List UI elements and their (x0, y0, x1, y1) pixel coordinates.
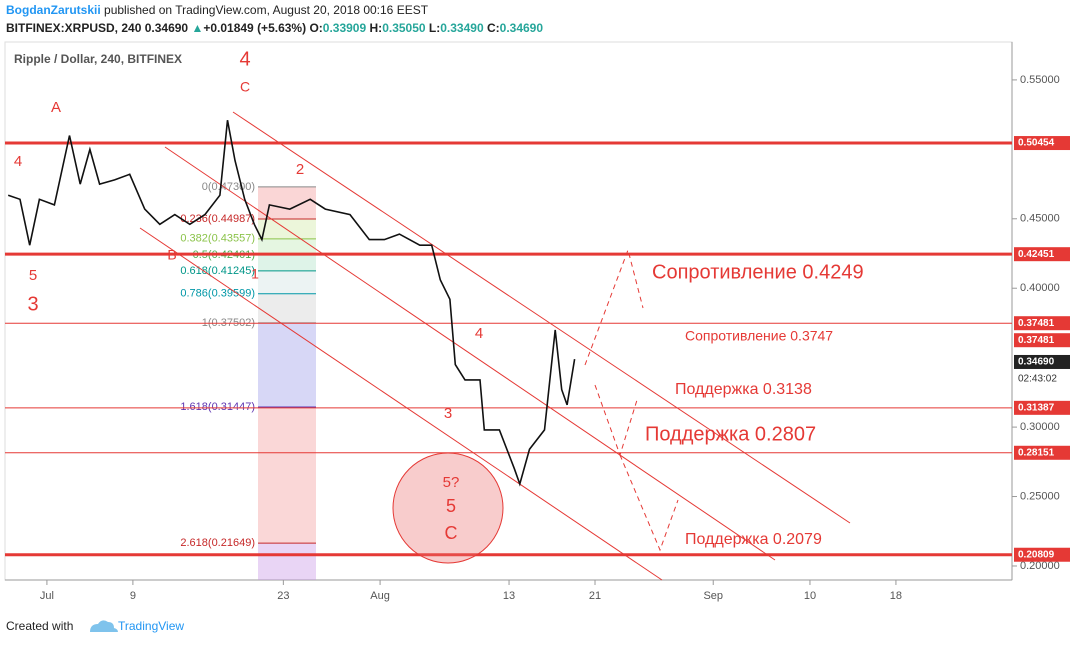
countdown: 02:43:02 (1018, 374, 1057, 385)
projection (619, 454, 679, 552)
channel-line (139, 227, 663, 581)
fib-label: 0.786(0.39599) (180, 288, 255, 300)
footer-brand[interactable]: TradingView (118, 619, 184, 633)
c-key: C: (487, 21, 500, 35)
wave-label: B (167, 247, 176, 263)
x-tick-label: Sep (703, 590, 723, 602)
price-tag (1014, 136, 1070, 151)
fib-label: 0.236(0.44987) (180, 213, 255, 225)
x-tick-label: 10 (804, 590, 816, 602)
price-line (7, 120, 576, 487)
level-annotation: Сопротивление 0.3747 (685, 328, 833, 344)
l: 0.33490 (440, 21, 484, 35)
price-tag (1014, 247, 1070, 262)
wave-label: 5 (29, 267, 37, 284)
price-tag-label: 0.37481 (1018, 335, 1055, 346)
wave-label: 1 (251, 266, 259, 282)
author[interactable]: BogdanZarutskii (6, 3, 101, 17)
fib-zone (258, 254, 316, 271)
y-tick-label: 0.25000 (1020, 490, 1060, 502)
price-tag-label: 0.31387 (1018, 402, 1055, 413)
level-annotation: Поддержка 0.3138 (675, 381, 812, 398)
price-tag-label: 0.34690 (1018, 357, 1055, 368)
x-tick-label: Aug (370, 590, 390, 602)
price-tag (1014, 354, 1070, 369)
wave-label: 3 (444, 405, 452, 422)
fib-label: 2.618(0.21649) (180, 537, 255, 549)
fib-label: 0(0.47300) (202, 181, 255, 193)
fib-zone (258, 293, 316, 323)
price-tag-label: 0.37481 (1018, 318, 1055, 329)
wave-label: 4 (475, 325, 483, 342)
arrow: ▲ (191, 21, 203, 35)
c: 0.34690 (500, 21, 544, 35)
o-key: O: (309, 21, 322, 35)
tv-logo (90, 620, 118, 632)
price-tag-label: 0.42451 (1018, 249, 1055, 260)
chart-title: Ripple / Dollar, 240, BITFINEX (14, 52, 182, 66)
symbol: BITFINEX:XRPUSD, 240 (6, 21, 142, 35)
fib-zone (258, 322, 316, 408)
target-circle (392, 452, 504, 564)
price-tag (1014, 333, 1070, 348)
l-key: L: (429, 21, 440, 35)
y-tick-label: 0.45000 (1020, 213, 1060, 225)
y-tick-label: 0.55000 (1020, 74, 1060, 86)
wave-label: 4 (14, 153, 22, 170)
wave-label: 4 (239, 48, 250, 70)
wave-label: A (51, 99, 61, 116)
change: +0.01849 (+5.63%) (203, 21, 306, 35)
wave-label: 3 (27, 293, 38, 315)
wave-label: 5? (443, 474, 460, 491)
wave-label: C (445, 523, 458, 543)
x-tick-label: 18 (890, 590, 902, 602)
x-tick-label: 21 (589, 590, 601, 602)
price-tag (1014, 445, 1070, 460)
channel-line (232, 111, 851, 524)
x-tick-label: 23 (277, 590, 289, 602)
x-tick-label: Jul (40, 590, 54, 602)
y-tick-label: 0.30000 (1020, 421, 1060, 433)
price-tag (1014, 400, 1070, 415)
price-tag-label: 0.28151 (1018, 447, 1055, 458)
h: 0.35050 (382, 21, 426, 35)
fib-label: 1.618(0.31447) (180, 401, 255, 413)
fib-zone (258, 270, 316, 294)
fib-label: 0.382(0.43557) (180, 233, 255, 245)
fib-zone (258, 218, 316, 239)
wave-label: 2 (296, 161, 304, 178)
last: 0.34690 (145, 21, 189, 35)
wave-label: C (240, 79, 250, 95)
level-annotation: Поддержка 0.2807 (645, 423, 816, 445)
price-tag (1014, 316, 1070, 331)
level-annotation: Сопротивление 0.4249 (652, 261, 864, 283)
x-tick-label: 9 (130, 590, 136, 602)
price-tag-label: 0.50454 (1018, 138, 1055, 149)
fib-zone (258, 407, 316, 544)
header-line2: BITFINEX:XRPUSD, 240 0.34690 ▲+0.01849 (… (6, 21, 543, 35)
y-tick-label: 0.20000 (1020, 560, 1060, 572)
level-annotation: Поддержка 0.2079 (685, 531, 822, 548)
footer-created: Created with (6, 619, 73, 633)
x-tick-label: 13 (503, 590, 515, 602)
price-tag (1014, 547, 1070, 562)
projection (584, 248, 644, 366)
y-tick-label: 0.40000 (1020, 282, 1060, 294)
fib-label: 0.618(0.41245) (180, 265, 255, 277)
o: 0.33909 (323, 21, 367, 35)
fib-zone (258, 543, 316, 580)
h-key: H: (370, 21, 383, 35)
published: published on TradingView.com, August 20,… (104, 3, 429, 17)
fib-zone (258, 238, 316, 255)
header-line1: BogdanZarutskii published on TradingView… (6, 3, 429, 17)
price-tag-label: 0.20809 (1018, 549, 1055, 560)
wave-label: 5 (446, 496, 456, 516)
